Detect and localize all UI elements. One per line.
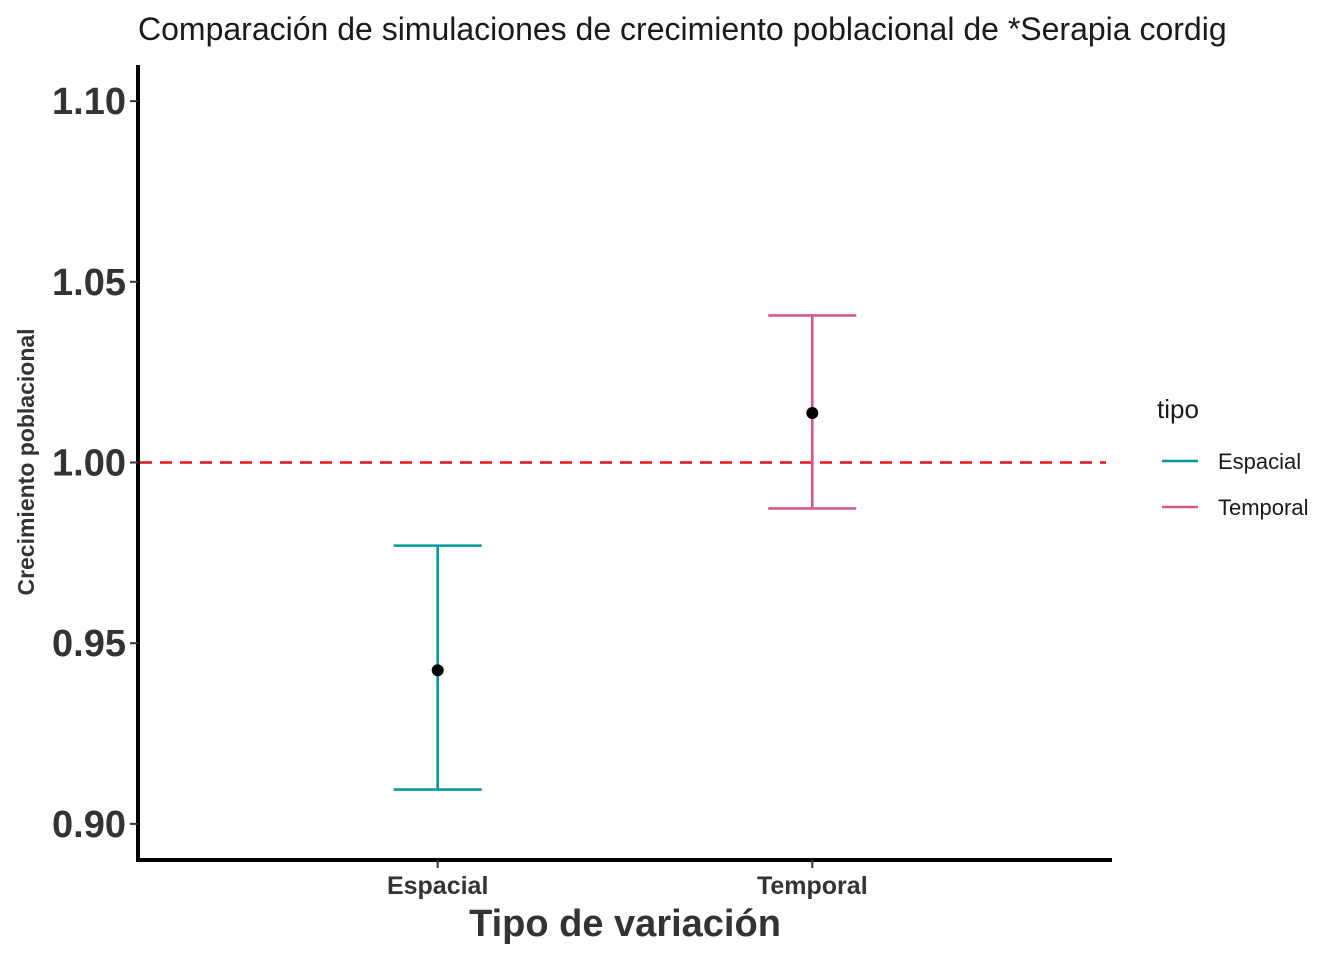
- mean-point-temporal: [806, 406, 819, 419]
- y-tick-label: 0.90: [52, 804, 126, 846]
- legend: Espacial Temporal: [1162, 449, 1308, 520]
- y-tick-label: 1.10: [52, 81, 126, 123]
- mean-point-espacial: [431, 664, 444, 677]
- y-tick-label: 0.95: [52, 623, 126, 665]
- plot-area: 0.90 0.95 1.00 1.05 1.10 Espacial Temporal: [52, 65, 1112, 900]
- x-axis-title: Tipo de variación: [469, 903, 781, 945]
- x-tick-label: Temporal: [757, 872, 868, 900]
- chart-title: Comparación de simulaciones de crecimien…: [138, 11, 1227, 47]
- legend-label-espacial: Espacial: [1218, 449, 1301, 474]
- y-axis-title: Crecimiento poblacional: [13, 328, 39, 595]
- legend-label-temporal: Temporal: [1218, 495, 1308, 520]
- x-tick-label: Espacial: [387, 872, 488, 900]
- y-tick-label: 1.00: [52, 443, 126, 485]
- y-tick-label: 1.05: [52, 262, 126, 304]
- legend-title: tipo: [1157, 394, 1199, 424]
